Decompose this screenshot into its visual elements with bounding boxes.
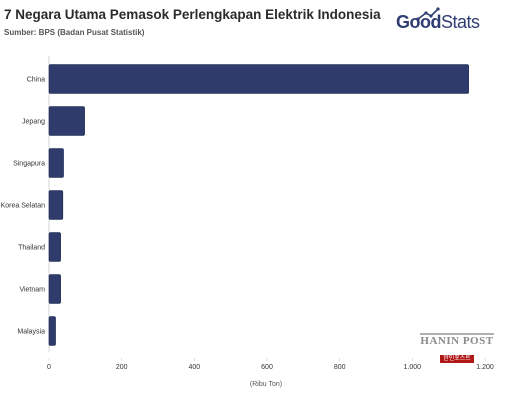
- x-tick-label: 1.200: [476, 364, 494, 371]
- logo-text-good: Good: [396, 12, 442, 32]
- x-tick-label: 0: [47, 364, 51, 371]
- category-label: Malaysia: [17, 329, 45, 336]
- category-label: Vietnam: [19, 287, 45, 294]
- category-label: Thailand: [18, 245, 45, 252]
- category-label: China: [27, 77, 45, 84]
- chart-arrow-icon: [416, 7, 440, 21]
- bar-china: [48, 64, 469, 94]
- bar-vietnam: [48, 274, 61, 304]
- bar-thailand: [48, 232, 61, 262]
- x-tick-label: 400: [188, 364, 200, 371]
- chart-source: Sumber: BPS (Badan Pusat Statistik): [4, 28, 145, 37]
- bar-singapura: [48, 148, 64, 178]
- category-label: Singapura: [13, 161, 45, 168]
- logo-text: GoodStats: [396, 12, 480, 33]
- x-tick-label: 200: [116, 364, 128, 371]
- x-tick-label: 1.000: [404, 364, 422, 371]
- chart-title: 7 Negara Utama Pemasok Perlengkapan Elek…: [4, 7, 381, 22]
- bar-jepang: [48, 106, 85, 136]
- watermark: HANIN POST 한인포스트: [420, 333, 494, 363]
- watermark-main: HANIN POST: [420, 333, 494, 347]
- bar-korea-selatan: [48, 190, 64, 220]
- goodstats-logo: GoodStats: [396, 6, 486, 34]
- logo-text-stats: Stats: [441, 12, 480, 32]
- x-axis-title: (Ribu Ton): [250, 381, 282, 388]
- category-label: Korea Selatan: [1, 203, 45, 210]
- watermark-sub: 한인포스트: [440, 355, 474, 363]
- x-tick-label: 600: [261, 364, 273, 371]
- bar-malaysia: [48, 316, 56, 346]
- x-tick-label: 800: [334, 364, 346, 371]
- category-label: Jepang: [22, 119, 45, 126]
